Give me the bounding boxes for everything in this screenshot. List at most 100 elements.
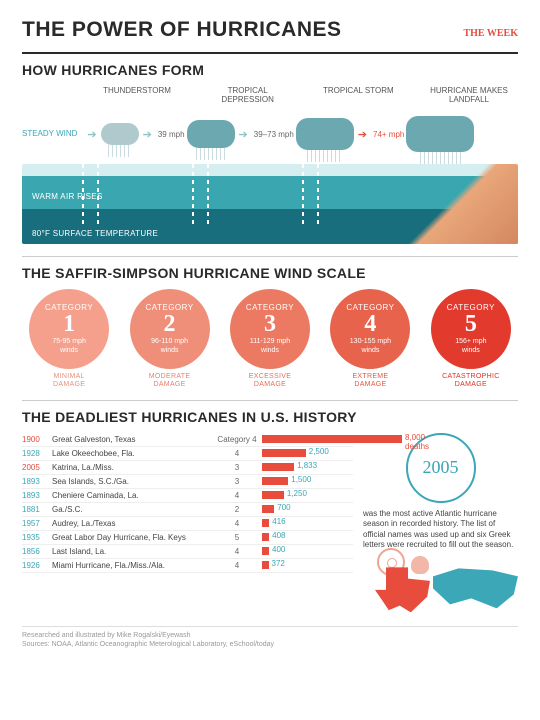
rising-air-icon [302, 164, 304, 224]
year-cell: 1900 [22, 435, 52, 444]
brand-logo: THE WEEK [463, 28, 518, 39]
cloud-icon [101, 123, 139, 145]
category-circle: CATEGORY296-110 mphwinds [130, 289, 210, 369]
deaths-bar [262, 533, 269, 541]
deaths-value: 1,250 [287, 489, 307, 498]
bar-cell: 700 [262, 504, 353, 514]
name-cell: Great Labor Day Hurricane, Fla. Keys [52, 533, 212, 542]
landfall-shape [398, 164, 518, 244]
surface-temp-label: 80°F SURFACE TEMPERATURE [32, 229, 158, 238]
category-number: 5 [465, 312, 477, 336]
category-number: 4 [364, 312, 376, 336]
deaths-value: 372 [272, 559, 285, 568]
name-cell: Ga./S.C. [52, 505, 212, 514]
category-item: CATEGORY3111-129 mphwindsEXCESSIVEDAMAGE [223, 289, 317, 390]
table-row: 1881Ga./S.C.2700 [22, 503, 353, 517]
deaths-value: 1,500 [291, 475, 311, 484]
damage-label: MODERATEDAMAGE [122, 373, 216, 390]
cloud-icon [406, 116, 474, 152]
damage-label: MINIMALDAMAGE [22, 373, 116, 390]
category-winds: 130-155 mphwinds [350, 338, 391, 355]
bar-cell: 8,000 deaths [262, 434, 353, 444]
name-cell: Cheniere Caminada, La. [52, 491, 212, 500]
sidebar-text: was the most active Atlantic hurricane s… [363, 509, 518, 551]
deaths-bar [262, 547, 269, 555]
year-cell: 1893 [22, 477, 52, 486]
category-scale-row: CATEGORY175-95 mphwinds MINIMALDAMAGE CATE… [22, 289, 518, 390]
category-number: 2 [164, 312, 176, 336]
credit-line: Researched and illustrated by Mike Rogal… [22, 631, 518, 640]
bar-cell: 416 [262, 518, 353, 528]
deaths-bar [262, 519, 269, 527]
name-cell: Great Galveston, Texas [52, 435, 212, 444]
table-row: 1957Audrey, La./Texas4416 [22, 517, 353, 531]
clouds-row: STEADY WIND ➔ ➔ 39 mph ➔ 39–73 mph ➔ 74+… [22, 104, 518, 164]
category-item: CATEGORY296-110 mphwindsMODERATEDAMAGE [122, 289, 216, 390]
deaths-bar [262, 505, 274, 513]
deadliest-rows: 1900Great Galveston, TexasCategory 48,00… [22, 433, 353, 573]
deaths-value: 2,500 [309, 447, 329, 456]
main-title: THE POWER OF HURRICANES [22, 18, 342, 42]
year-cell: 1893 [22, 491, 52, 500]
skull-icon [411, 556, 429, 574]
category-circle: CATEGORY175-95 mphwinds [29, 289, 109, 369]
category-cell: 4 [212, 519, 262, 528]
deadliest-wrap: 1900Great Galveston, TexasCategory 48,00… [22, 433, 518, 617]
cloud-icon [296, 118, 354, 150]
table-row: 1928Lake Okeechobee, Fla.42,500 [22, 447, 353, 461]
formation-diagram: THUNDERSTORM TROPICAL DEPRESSION TROPICA… [22, 86, 518, 246]
bar-cell: 408 [262, 532, 353, 542]
year-cell: 2005 [22, 463, 52, 472]
damage-label: CATASTROPHICDAMAGE [424, 373, 518, 390]
gulf-states-shape [433, 568, 518, 608]
deaths-value: 8,000 deaths [405, 433, 429, 451]
year-cell: 1881 [22, 505, 52, 514]
category-cell: Category 4 [212, 435, 262, 444]
deaths-bar [262, 435, 402, 443]
header-rule [22, 52, 518, 54]
category-cell: 2 [212, 505, 262, 514]
steady-wind-label: STEADY WIND [22, 130, 77, 139]
category-circle: CATEGORY4130-155 mphwinds [330, 289, 410, 369]
year-cell: 1935 [22, 533, 52, 542]
category-winds: 156+ mphwinds [455, 338, 486, 355]
category-number: 3 [264, 312, 276, 336]
section-rule [22, 256, 518, 257]
stage-label: THUNDERSTORM [92, 86, 182, 104]
category-item: CATEGORY4130-155 mphwindsEXTREMEDAMAGE [323, 289, 417, 390]
category-circle: CATEGORY5156+ mphwinds [431, 289, 511, 369]
category-winds: 96-110 mphwinds [151, 338, 188, 355]
category-circle: CATEGORY3111-129 mphwinds [230, 289, 310, 369]
stage-label: TROPICAL STORM [313, 86, 403, 104]
formation-stage-labels: THUNDERSTORM TROPICAL DEPRESSION TROPICA… [22, 86, 518, 104]
deaths-bar [262, 477, 288, 485]
us-map-graphic [363, 556, 518, 616]
deaths-value: 408 [272, 531, 285, 540]
damage-label: EXTREMEDAMAGE [323, 373, 417, 390]
infographic-page: THE POWER OF HURRICANES THE WEEK HOW HUR… [0, 0, 540, 668]
deaths-bar [262, 561, 269, 569]
bar-cell: 372 [262, 560, 353, 570]
category-number: 1 [63, 312, 75, 336]
bar-cell: 1,833 [262, 462, 353, 472]
table-row: 1893Sea Islands, S.C./Ga.31,500 [22, 475, 353, 489]
speed-label: 39 mph [158, 130, 185, 139]
bar-cell: 1,250 [262, 490, 353, 500]
deaths-value: 400 [272, 545, 285, 554]
deaths-bar [262, 463, 294, 471]
table-row: 2005Katrina, La./Miss.31,833 [22, 461, 353, 475]
speed-label: 74+ mph [373, 130, 404, 139]
rising-air-icon [192, 164, 194, 224]
year-cell: 1856 [22, 547, 52, 556]
scale-title: THE SAFFIR-SIMPSON HURRICANE WIND SCALE [22, 265, 518, 281]
table-row: 1935Great Labor Day Hurricane, Fla. Keys… [22, 531, 353, 545]
deadliest-title: THE DEADLIEST HURRICANES IN U.S. HISTORY [22, 409, 518, 425]
speed-label: 39–73 mph [254, 130, 294, 139]
formation-title: HOW HURRICANES FORM [22, 62, 518, 78]
year-cell: 1926 [22, 561, 52, 570]
category-cell: 3 [212, 463, 262, 472]
table-row: 1926Miami Hurricane, Fla./Miss./Ala.4372 [22, 559, 353, 573]
header: THE POWER OF HURRICANES THE WEEK [22, 18, 518, 42]
bar-cell: 1,500 [262, 476, 353, 486]
category-cell: 4 [212, 449, 262, 458]
